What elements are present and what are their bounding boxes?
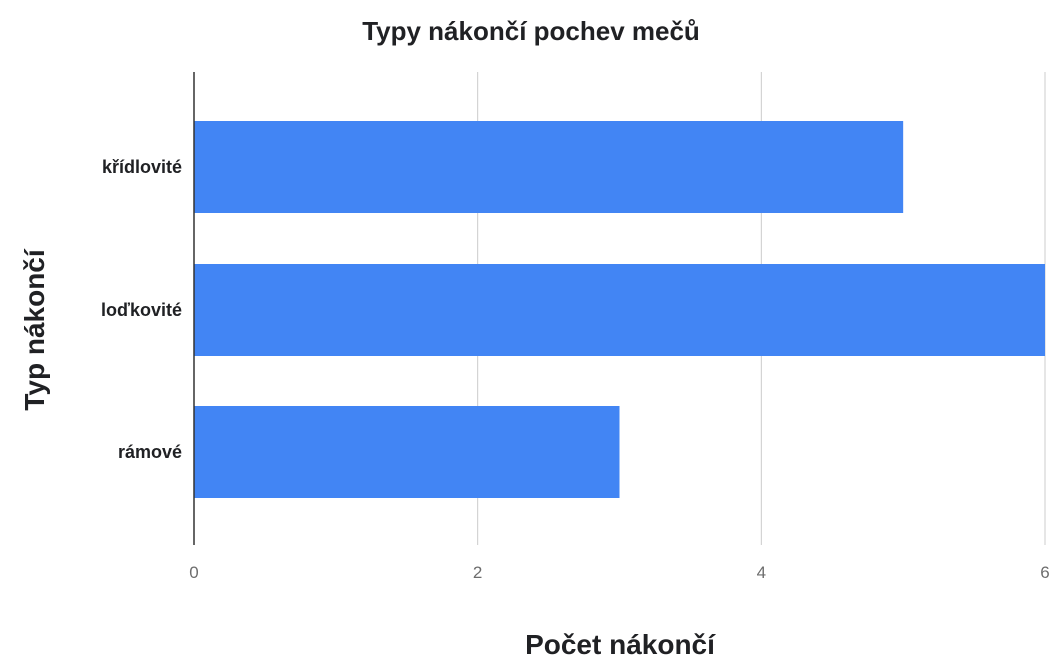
bar-0 — [194, 121, 904, 213]
category-labels: křídlovité loďkovité rámové — [101, 157, 182, 462]
chart-title: Typy nákončí pochev mečů — [362, 16, 700, 46]
category-label: rámové — [118, 442, 182, 462]
x-axis-title: Počet nákončí — [525, 629, 716, 657]
category-label: loďkovité — [101, 300, 182, 320]
x-tick-label: 4 — [757, 563, 766, 582]
x-tick-label: 0 — [189, 563, 198, 582]
category-label: křídlovité — [102, 157, 182, 177]
bars — [194, 121, 1045, 498]
y-axis-title: Typ nákončí — [19, 248, 50, 411]
bar-2 — [194, 406, 620, 498]
bar-1 — [194, 264, 1045, 356]
x-tick-labels: 0 2 4 6 — [189, 563, 1049, 582]
x-tick-label: 6 — [1040, 563, 1049, 582]
x-tick-label: 2 — [473, 563, 482, 582]
